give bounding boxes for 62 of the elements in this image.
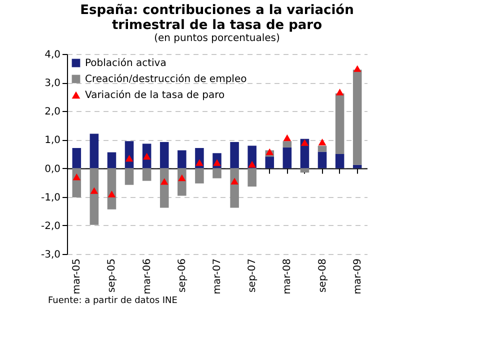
bar xyxy=(300,168,310,173)
bar xyxy=(230,168,239,208)
bar xyxy=(335,93,344,154)
bar xyxy=(72,168,82,198)
bar xyxy=(160,168,169,208)
x-tick-label: mar-09 xyxy=(352,258,364,294)
bar xyxy=(160,142,169,168)
point xyxy=(72,174,81,180)
source-note: Fuente: a partir de datos INE xyxy=(48,296,178,306)
bar xyxy=(107,168,116,210)
bar xyxy=(318,146,327,152)
x-tick-label: sep-08 xyxy=(317,258,328,293)
point xyxy=(108,190,116,198)
bar xyxy=(195,168,204,184)
bar xyxy=(352,164,362,168)
bar xyxy=(107,152,116,168)
bar xyxy=(178,150,186,168)
legend-label: Creación/destrucción de empleo xyxy=(85,74,247,85)
bar xyxy=(142,168,152,181)
bar xyxy=(265,156,274,168)
chart-subtitle: (en puntos porcentuales) xyxy=(154,33,280,44)
bar xyxy=(72,148,82,168)
point xyxy=(300,139,309,146)
y-tick-label: -3,0 xyxy=(40,250,60,260)
y-tick-label: 3,0 xyxy=(44,78,60,90)
bar xyxy=(352,70,362,165)
y-tick-label: -1,0 xyxy=(40,192,60,204)
bar xyxy=(335,154,344,168)
legend-label: Variación de la tasa de paro xyxy=(85,90,225,101)
x-tick-label: sep-06 xyxy=(176,258,188,293)
bar xyxy=(318,152,327,168)
point xyxy=(318,138,326,146)
bar xyxy=(248,168,256,187)
y-tick-label: 1,0 xyxy=(44,135,60,146)
y-tick-label: 2,0 xyxy=(44,106,60,118)
bar xyxy=(90,168,99,225)
x-tick-label: mar-07 xyxy=(212,258,223,294)
bar xyxy=(282,147,292,168)
point xyxy=(283,134,292,142)
point xyxy=(230,178,238,184)
x-tick-label: mar-08 xyxy=(282,258,294,294)
legend-label: Población activa xyxy=(85,58,166,69)
point xyxy=(178,174,186,182)
y-tick-label: 0,0 xyxy=(44,164,60,175)
point xyxy=(196,159,204,166)
point xyxy=(90,187,98,194)
point xyxy=(160,178,168,185)
bar xyxy=(282,141,292,148)
bar xyxy=(212,168,222,178)
y-tick-label: 4,0 xyxy=(44,50,60,60)
x-tick-label: mar-05 xyxy=(72,258,83,294)
x-tick-label: sep-05 xyxy=(106,258,118,293)
bar xyxy=(90,134,99,168)
point xyxy=(248,160,256,168)
point xyxy=(353,65,362,72)
x-tick-label: sep-07 xyxy=(247,258,258,293)
bar xyxy=(124,168,134,185)
bar xyxy=(230,142,239,168)
x-tick-label: mar-06 xyxy=(142,258,153,294)
chart-title: España: contribuciones a la variación trimestral de la tasa de paro xyxy=(80,3,354,33)
point xyxy=(336,88,344,96)
y-tick-label: -2,0 xyxy=(40,220,60,232)
